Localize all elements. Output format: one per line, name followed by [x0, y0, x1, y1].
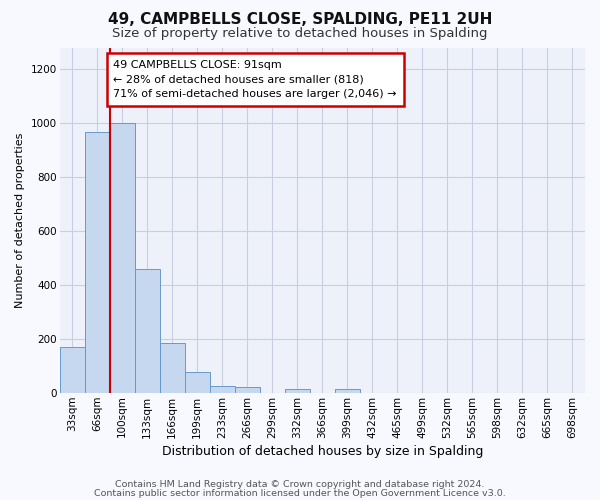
Bar: [110, 123, 134, 392]
Bar: [210, 386, 235, 392]
Bar: [59, 347, 85, 393]
Text: 49 CAMPBELLS CLOSE: 91sqm
← 28% of detached houses are smaller (818)
71% of semi: 49 CAMPBELLS CLOSE: 91sqm ← 28% of detac…: [113, 60, 397, 99]
Bar: [185, 372, 210, 392]
Bar: [160, 343, 185, 392]
Text: Contains public sector information licensed under the Open Government Licence v3: Contains public sector information licen…: [94, 488, 506, 498]
Text: Contains HM Land Registry data © Crown copyright and database right 2024.: Contains HM Land Registry data © Crown c…: [115, 480, 485, 489]
Bar: [335, 390, 360, 392]
X-axis label: Distribution of detached houses by size in Spalding: Distribution of detached houses by size …: [161, 444, 483, 458]
Text: Size of property relative to detached houses in Spalding: Size of property relative to detached ho…: [112, 28, 488, 40]
Bar: [134, 268, 160, 392]
Bar: [235, 388, 260, 392]
Bar: [285, 388, 310, 392]
Bar: [85, 132, 110, 392]
Y-axis label: Number of detached properties: Number of detached properties: [15, 132, 25, 308]
Text: 49, CAMPBELLS CLOSE, SPALDING, PE11 2UH: 49, CAMPBELLS CLOSE, SPALDING, PE11 2UH: [108, 12, 492, 28]
